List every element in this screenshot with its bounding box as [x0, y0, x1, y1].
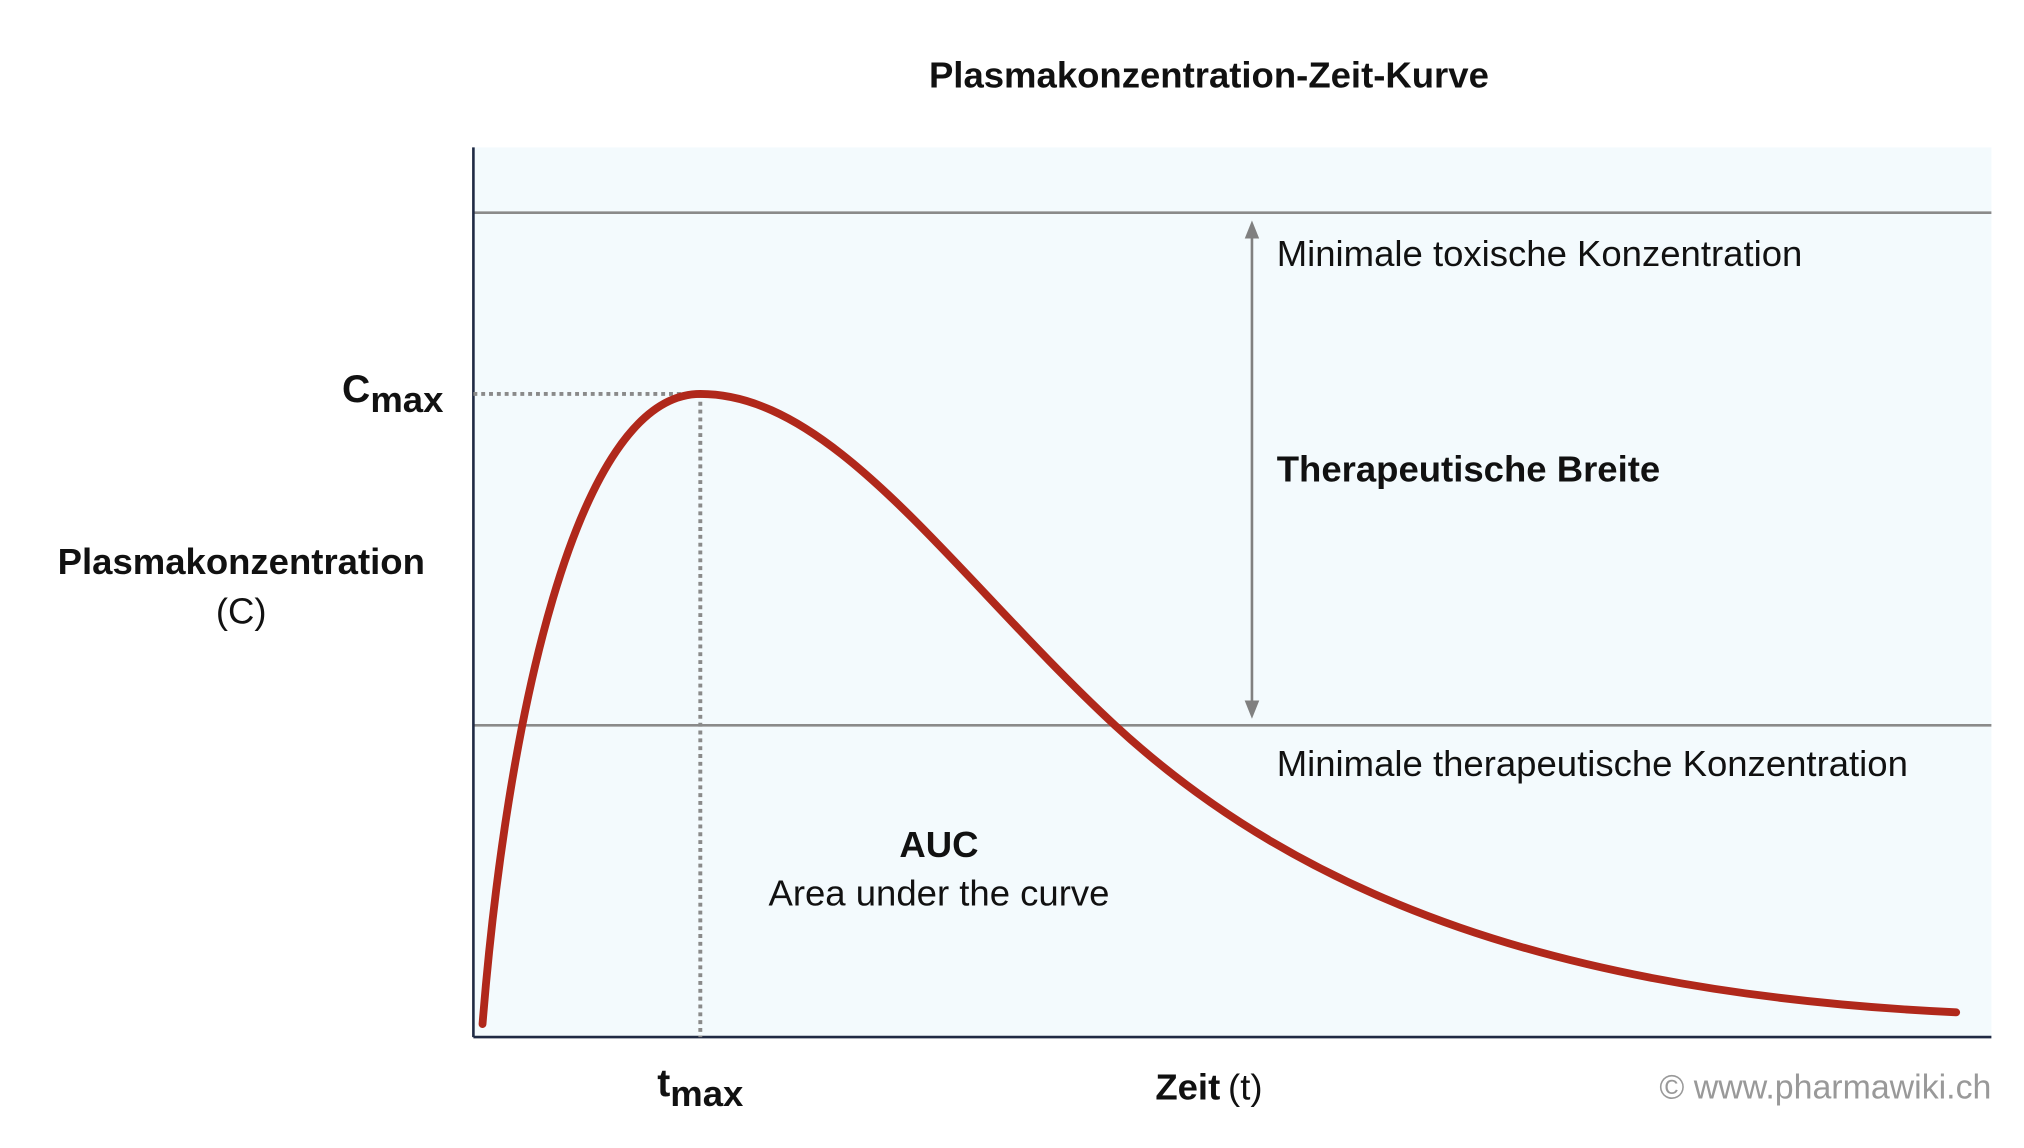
y-axis-label: Plasmakonzentration [58, 541, 425, 582]
therapeutic-label: Minimale therapeutische Konzentration [1277, 743, 1908, 784]
text-part: t [657, 1062, 670, 1105]
plot-area [473, 147, 1992, 1038]
text-part: Zeit [1155, 1067, 1220, 1108]
text-part: (t) [1228, 1067, 1262, 1108]
auc-title: AUC [899, 824, 978, 865]
title: Plasmakonzentration-Zeit-Kurve [929, 54, 1489, 95]
y-axis-symbol: (C) [216, 591, 267, 632]
toxic-label: Minimale toxische Konzentration [1277, 233, 1803, 274]
text-part: max [370, 379, 444, 420]
range-label: Therapeutische Breite [1277, 448, 1660, 489]
cmax-label: Cmax [342, 368, 444, 420]
tmax-label: tmax [657, 1062, 744, 1114]
text-part: max [670, 1073, 744, 1114]
concentration-curve [478, 390, 1961, 1028]
x-axis-label: Zeit (t) [1155, 1067, 1262, 1108]
copyright: © www.pharmawiki.ch [1659, 1068, 1991, 1106]
text-part: C [342, 368, 370, 411]
auc-text: Area under the curve [768, 872, 1109, 913]
